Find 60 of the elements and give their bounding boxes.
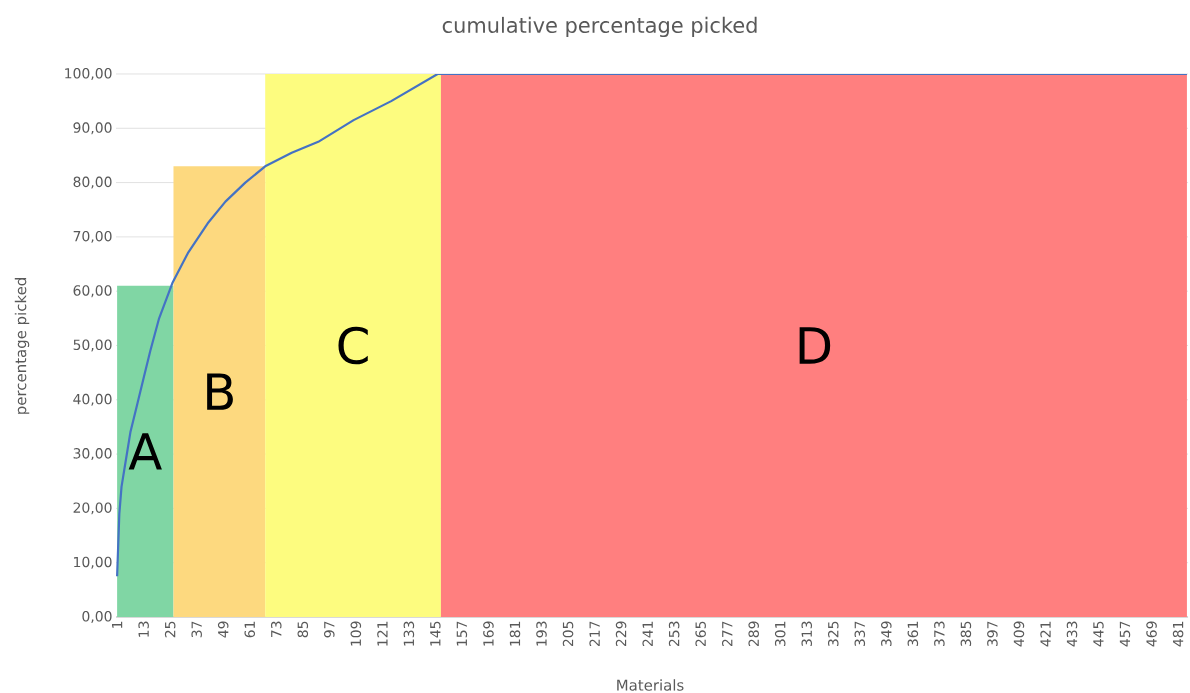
x-tick-label: 193 (536, 621, 547, 646)
x-tick-label: 25 (164, 621, 176, 638)
x-tick-label: 349 (881, 621, 892, 647)
y-tick-label: 50,00 (73, 339, 112, 352)
x-tick-label: 169 (483, 621, 494, 646)
x-tick-label: 1 (112, 621, 123, 628)
x-tick-label: 85 (297, 621, 309, 638)
x-tick-label: 13 (138, 621, 149, 637)
series-label: B (207, 373, 233, 410)
x-tick-label: 481 (1172, 621, 1184, 647)
x-tick-label: 229 (615, 621, 627, 647)
series-label: C (338, 326, 368, 365)
x-tick-label: 373 (934, 621, 945, 647)
x-tick-label: 253 (668, 621, 680, 647)
x-tick-label: 361 (907, 621, 919, 647)
x-tick-label: 289 (748, 621, 759, 647)
x-tick-label: 421 (1040, 621, 1051, 647)
y-tick-label: 0,00 (82, 610, 112, 623)
chart-title: cumulative percentage picked (442, 16, 757, 38)
x-tick-label: 397 (987, 621, 998, 647)
x-tick-label: 337 (854, 621, 866, 647)
x-tick-label: 313 (801, 621, 813, 647)
x-tick-label: 49 (217, 621, 229, 638)
y-tick-label: 60,00 (73, 285, 112, 298)
x-tick-label: 121 (377, 621, 388, 646)
x-tick-label: 433 (1066, 621, 1078, 647)
line-series (116, 73, 1189, 578)
x-tick-label: 97 (324, 621, 335, 638)
x-tick-label: 409 (1013, 621, 1025, 647)
x-tick-label: 61 (244, 621, 256, 638)
y-tick-label: 70,00 (73, 230, 112, 243)
x-tick-label: 277 (721, 621, 733, 647)
x-tick-label: 445 (1093, 621, 1104, 647)
series-label: A (128, 433, 162, 470)
x-tick-label: 241 (642, 621, 653, 647)
y-tick-label: 90,00 (73, 122, 112, 135)
x-tick-label: 301 (774, 621, 786, 647)
y-tick-label: 20,00 (73, 502, 112, 515)
x-tick-label: 217 (589, 621, 600, 647)
x-axis-title: Materials (617, 679, 684, 691)
x-tick-label: 109 (350, 621, 362, 646)
y-tick-label: 30,00 (73, 448, 112, 461)
x-tick-label: 145 (430, 621, 441, 646)
y-tick-label: 80,00 (73, 176, 112, 189)
series-label: D (799, 327, 831, 364)
x-tick-label: 157 (456, 621, 468, 646)
x-tick-label: 205 (562, 621, 574, 647)
x-tick-label: 469 (1146, 621, 1157, 647)
x-tick-label: 385 (960, 621, 972, 647)
x-tick-label: 265 (695, 621, 706, 647)
x-tick-label: 457 (1119, 621, 1131, 647)
x-tick-label: 181 (509, 621, 521, 646)
x-tick-label: 133 (403, 621, 415, 646)
y-tick-label: 40,00 (73, 393, 112, 406)
x-tick-label: 325 (827, 621, 839, 647)
y-axis-title: percentage picked (14, 278, 30, 414)
x-tick-label: 37 (191, 621, 202, 638)
y-tick-label: 100,00 (65, 67, 112, 80)
y-tick-label: 10,00 (74, 556, 112, 569)
x-tick-label: 73 (270, 621, 282, 638)
